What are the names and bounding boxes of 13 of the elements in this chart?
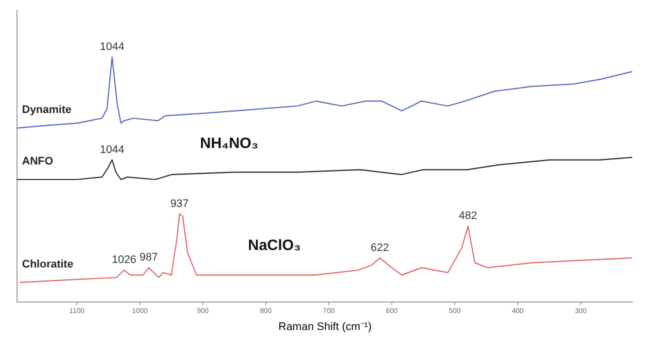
annotation: 1026: [112, 254, 136, 266]
series-label: Dynamite: [22, 104, 72, 116]
annotation: 482: [458, 210, 478, 222]
annotation: NaClO₃: [248, 237, 301, 254]
annotation: 622: [370, 242, 389, 254]
annotation: 987: [139, 252, 158, 264]
annotation: 1044: [100, 41, 124, 53]
annotation: NH₄NO₃: [200, 135, 258, 152]
annotation: 1044: [100, 144, 124, 156]
annotation: 937: [170, 198, 189, 210]
series-label: Chloratite: [22, 258, 74, 270]
series-label: ANFO: [22, 156, 54, 168]
x-axis-title: Raman Shift (cm⁻¹): [278, 321, 372, 333]
